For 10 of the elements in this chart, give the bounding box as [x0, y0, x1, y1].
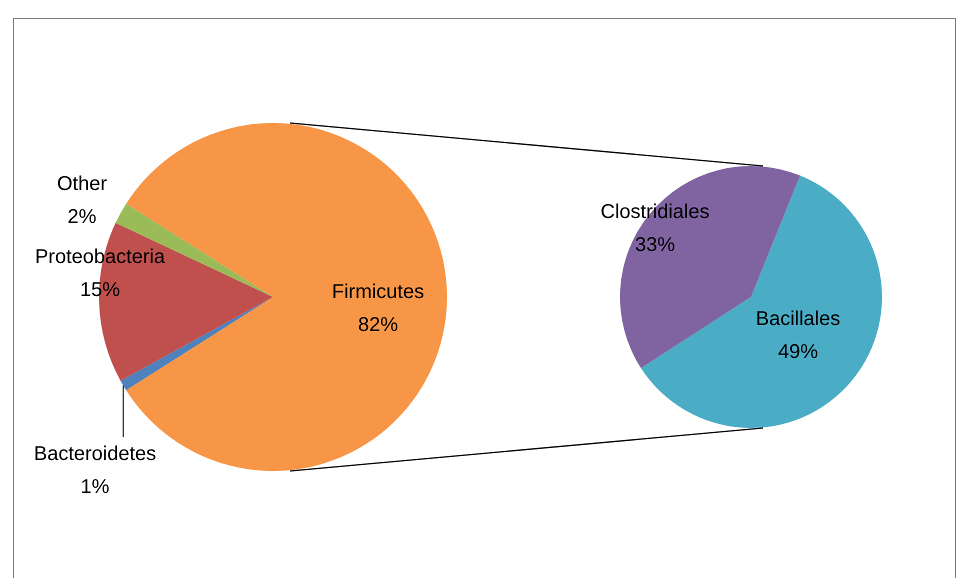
- slice-label: Firmicutes: [332, 281, 424, 303]
- data-label: 1%: [80, 476, 110, 498]
- data-label: 2%: [68, 206, 97, 228]
- data-label: 82%: [358, 314, 398, 336]
- pie-slice: [120, 297, 273, 390]
- data-label: 33%: [634, 234, 676, 256]
- slice-label: Bacillales: [756, 308, 840, 330]
- slice-label: Other: [56, 173, 108, 195]
- data-label: 49%: [778, 341, 818, 363]
- slice-label: Bacteroidetes: [34, 443, 156, 465]
